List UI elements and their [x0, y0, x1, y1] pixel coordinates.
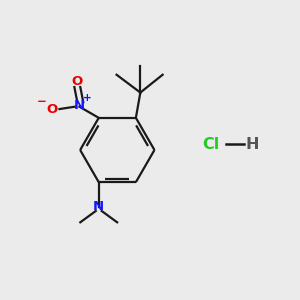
Text: −: − — [37, 95, 46, 108]
Text: +: + — [83, 93, 92, 103]
Text: O: O — [46, 103, 58, 116]
Text: N: N — [74, 99, 85, 112]
Text: H: H — [246, 136, 259, 152]
Text: N: N — [93, 200, 104, 213]
Text: Cl: Cl — [202, 136, 220, 152]
Text: O: O — [72, 75, 83, 88]
